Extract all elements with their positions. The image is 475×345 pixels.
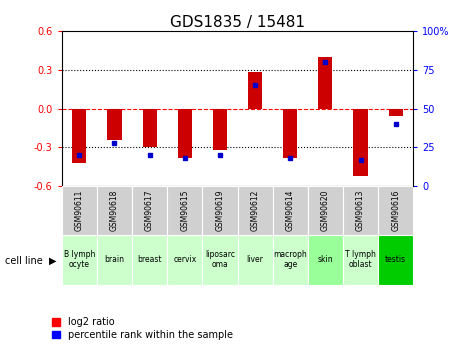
Bar [238, 235, 273, 285]
Bar [318, 57, 332, 109]
Text: GSM90613: GSM90613 [356, 190, 365, 231]
Text: GSM90612: GSM90612 [251, 190, 259, 231]
Bar [178, 109, 192, 158]
Text: liposarc
oma: liposarc oma [205, 250, 235, 269]
Bar [308, 235, 343, 285]
Text: testis: testis [385, 255, 406, 264]
Text: breast: breast [137, 255, 162, 264]
Text: GSM90615: GSM90615 [180, 190, 189, 231]
Text: liver: liver [247, 255, 264, 264]
Bar [167, 186, 202, 235]
Bar [378, 186, 413, 235]
Bar [97, 186, 132, 235]
Bar [62, 186, 97, 235]
Bar [107, 109, 122, 140]
Text: cell line  ▶: cell line ▶ [5, 256, 56, 265]
Bar [273, 186, 308, 235]
Text: macroph
age: macroph age [273, 250, 307, 269]
Text: GSM90616: GSM90616 [391, 190, 400, 231]
Bar [132, 186, 167, 235]
Bar [213, 109, 227, 150]
Bar [97, 235, 132, 285]
Text: GSM90617: GSM90617 [145, 190, 154, 231]
Bar [62, 235, 97, 285]
Text: GSM90614: GSM90614 [286, 190, 294, 231]
Text: GSM90619: GSM90619 [216, 190, 224, 231]
Text: GSM90620: GSM90620 [321, 190, 330, 231]
Text: GSM90611: GSM90611 [75, 190, 84, 231]
Bar [202, 186, 238, 235]
Bar [72, 109, 86, 163]
Text: skin: skin [318, 255, 333, 264]
Bar [389, 109, 403, 117]
Bar [343, 186, 378, 235]
Text: GSM90618: GSM90618 [110, 190, 119, 231]
Bar [167, 235, 202, 285]
Bar [238, 186, 273, 235]
Bar [353, 109, 368, 176]
Legend: log2 ratio, percentile rank within the sample: log2 ratio, percentile rank within the s… [52, 317, 233, 340]
Bar [202, 235, 238, 285]
Bar [273, 235, 308, 285]
Bar [142, 109, 157, 148]
Bar [378, 235, 413, 285]
Title: GDS1835 / 15481: GDS1835 / 15481 [170, 15, 305, 30]
Text: B lymph
ocyte: B lymph ocyte [64, 250, 95, 269]
Bar [308, 186, 343, 235]
Bar [248, 72, 262, 109]
Text: cervix: cervix [173, 255, 196, 264]
Text: brain: brain [104, 255, 124, 264]
Text: T lymph
oblast: T lymph oblast [345, 250, 376, 269]
Bar [343, 235, 378, 285]
Bar [283, 109, 297, 158]
Bar [132, 235, 167, 285]
